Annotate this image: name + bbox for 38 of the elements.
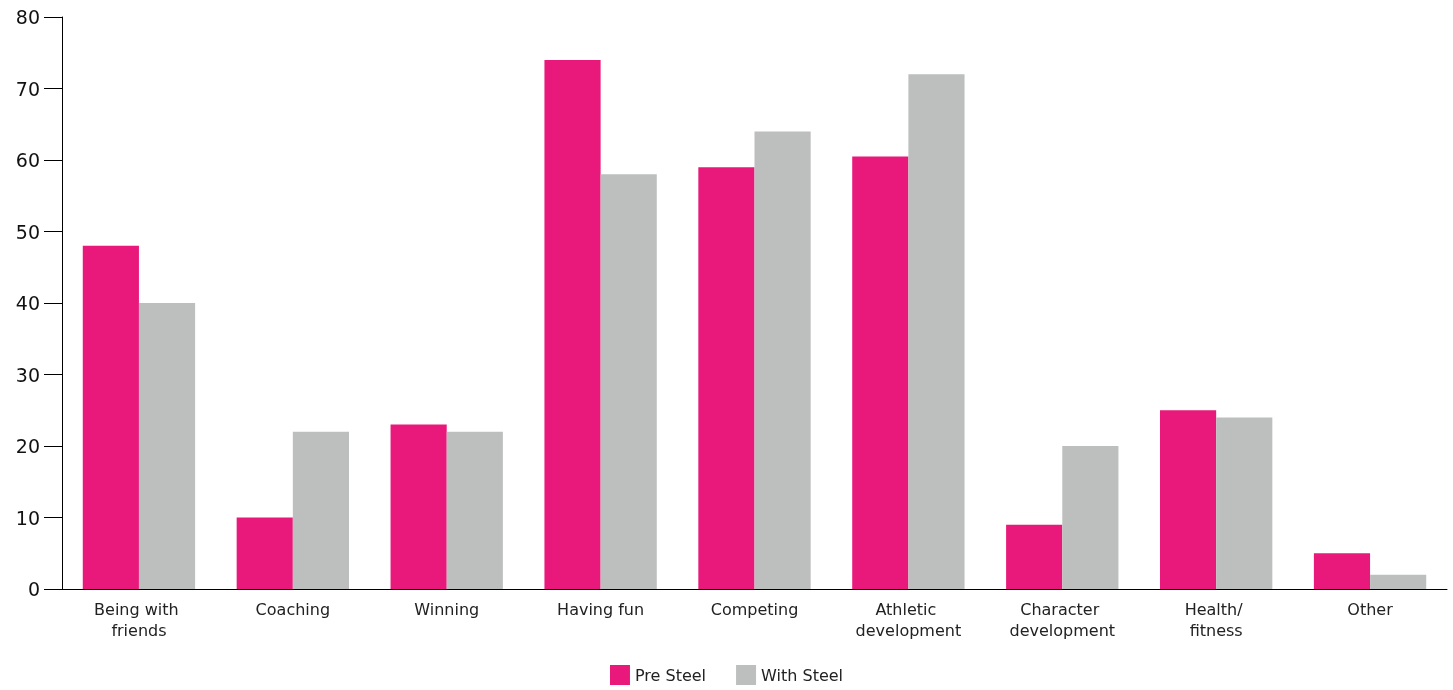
y-tick-label: 0 bbox=[27, 578, 40, 600]
x-tick-label: Health/ fitness bbox=[1184, 600, 1248, 640]
x-tick-label: Having fun bbox=[557, 600, 645, 619]
bar bbox=[236, 517, 293, 589]
bar bbox=[1216, 417, 1273, 589]
bar bbox=[1313, 553, 1371, 589]
bar bbox=[1370, 574, 1427, 589]
y-tick-label: 60 bbox=[15, 149, 40, 171]
bar bbox=[600, 174, 657, 589]
bar bbox=[852, 156, 909, 589]
bar bbox=[698, 167, 755, 589]
bar bbox=[292, 431, 349, 589]
x-tick-label: Being with friends bbox=[94, 600, 184, 640]
y-tick-label: 40 bbox=[15, 292, 40, 314]
x-tick-label: Coaching bbox=[255, 600, 331, 619]
legend-label: Pre Steel bbox=[634, 665, 707, 685]
bar bbox=[1006, 524, 1063, 589]
y-tick-label: 30 bbox=[15, 363, 40, 386]
bar bbox=[544, 59, 601, 589]
y-tick-label: 70 bbox=[15, 77, 40, 100]
y-tick-label: 50 bbox=[15, 220, 40, 243]
bar bbox=[754, 131, 811, 589]
bar bbox=[908, 74, 965, 589]
bar bbox=[446, 431, 503, 589]
y-tick-label: 80 bbox=[15, 6, 40, 28]
y-tick-label: 20 bbox=[15, 435, 40, 457]
x-tick-label: Athletic development bbox=[855, 600, 962, 640]
bar bbox=[1062, 446, 1119, 589]
x-tick-label: Competing bbox=[710, 600, 799, 619]
legend-label: With Steel bbox=[761, 665, 844, 685]
x-tick-label: Other bbox=[1347, 600, 1394, 619]
bar bbox=[82, 245, 139, 589]
bar bbox=[1160, 410, 1217, 589]
bar bbox=[138, 303, 196, 589]
x-tick-label: Character development bbox=[1009, 600, 1116, 640]
bar bbox=[390, 424, 447, 589]
x-tick-label: Winning bbox=[414, 600, 480, 619]
y-tick-label: 10 bbox=[15, 506, 40, 529]
